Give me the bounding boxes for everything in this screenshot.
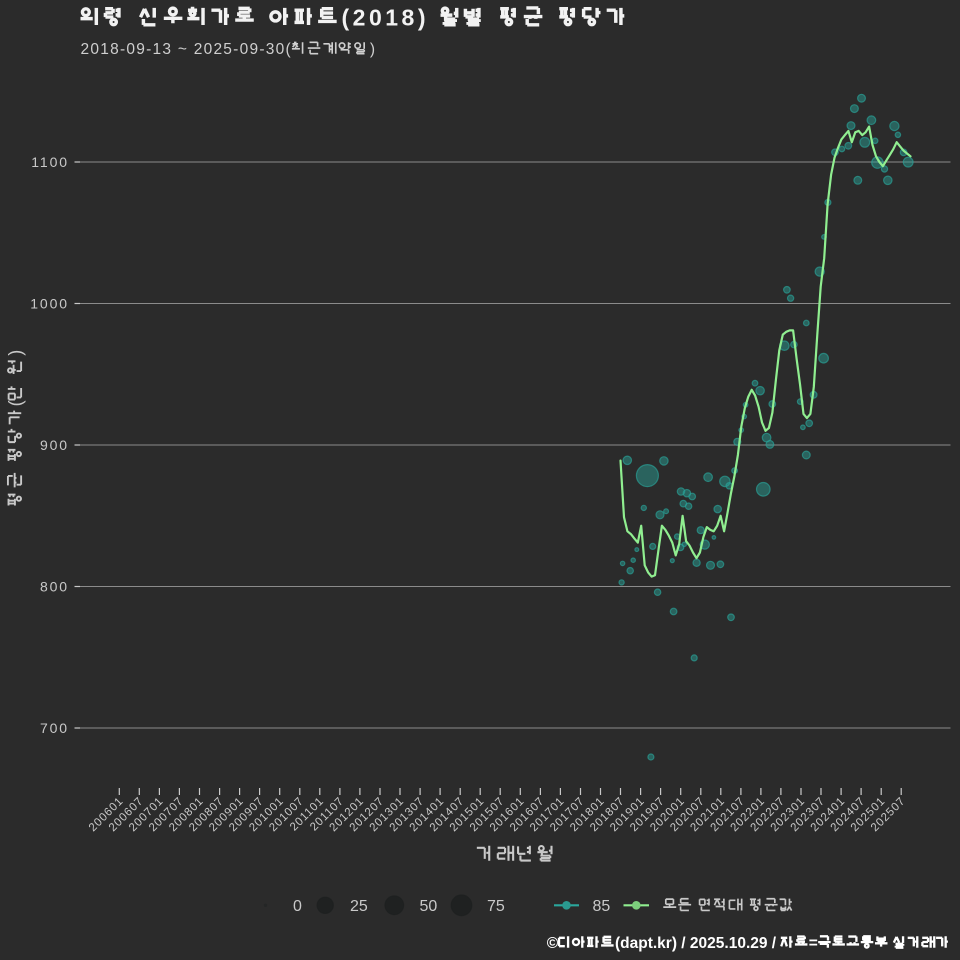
svg-text:50: 50	[420, 898, 438, 915]
svg-text:): )	[6, 350, 26, 356]
svg-text:25: 25	[350, 898, 368, 915]
svg-text:(: (	[6, 400, 26, 406]
svg-text:75: 75	[487, 898, 505, 915]
svg-text:700: 700	[40, 720, 69, 736]
svg-text:): )	[370, 41, 376, 58]
svg-text:1100: 1100	[31, 154, 69, 170]
svg-text:0: 0	[293, 898, 302, 915]
svg-text:(dapt.kr) / 2025.10.29 /: (dapt.kr) / 2025.10.29 /	[615, 935, 777, 952]
svg-text:=: =	[809, 935, 818, 952]
svg-text:900: 900	[40, 437, 69, 453]
svg-text:2018-09-13 ~ 2025-09-30(: 2018-09-13 ~ 2025-09-30(	[81, 41, 292, 58]
svg-text:85: 85	[593, 898, 611, 915]
svg-text:1000: 1000	[30, 295, 69, 311]
svg-text:©: ©	[547, 935, 559, 952]
svg-text:800: 800	[40, 578, 69, 594]
svg-text:(2018): (2018)	[342, 4, 429, 30]
